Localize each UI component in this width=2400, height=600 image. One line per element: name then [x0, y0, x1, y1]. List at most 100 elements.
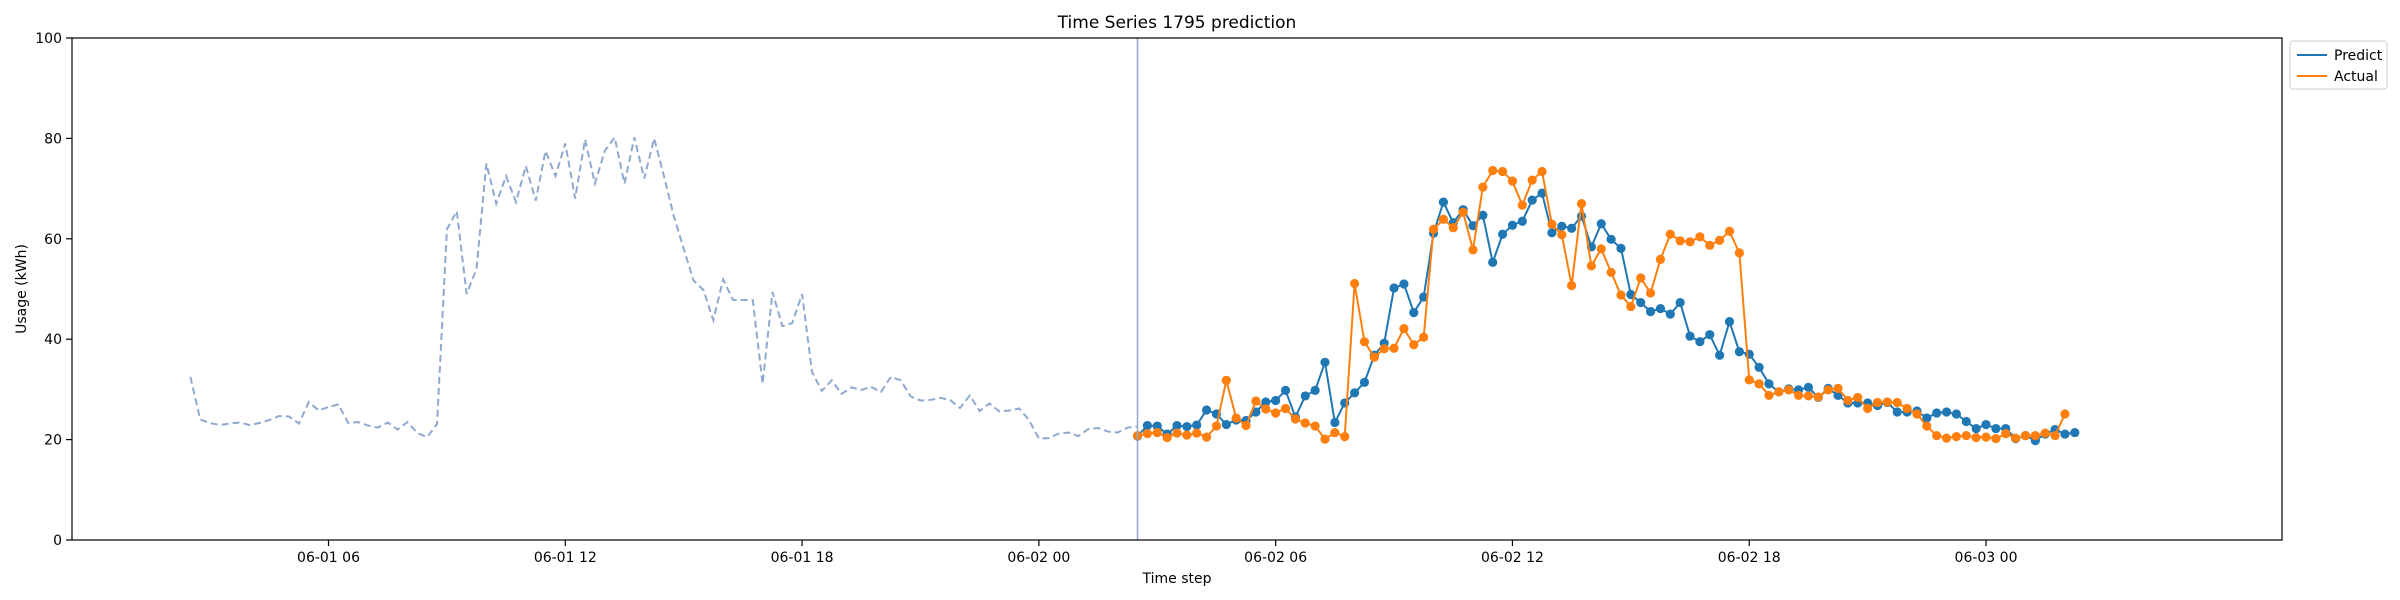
predict-point [1359, 377, 1370, 387]
predict-point [1626, 289, 1636, 300]
predict-point [1665, 309, 1675, 319]
predict-point [1557, 221, 1567, 231]
actual-point [1606, 267, 1616, 278]
predict-point [1655, 303, 1666, 314]
actual-point [1478, 182, 1488, 192]
actual-point [1428, 224, 1439, 234]
actual-point [2001, 428, 2011, 439]
actual-point [1448, 223, 1458, 233]
actual-point [1922, 421, 1932, 431]
x-axis-label: Time step [1142, 571, 1212, 587]
x-tick-label: 06-01 06 [297, 550, 360, 566]
x-tick-label: 06-01 18 [771, 550, 834, 566]
actual-point [1389, 343, 1399, 353]
actual-point [1961, 430, 1971, 441]
actual-point [1843, 395, 1853, 406]
predict-point [1142, 420, 1152, 431]
y-tick-label: 0 [53, 533, 62, 549]
history-layer [189, 135, 1138, 440]
chart-title: Time Series 1795 prediction [1057, 13, 1297, 33]
actual-point [1586, 261, 1596, 271]
actual-point [1419, 332, 1429, 342]
actual-point [1211, 421, 1222, 431]
predict-point [1517, 216, 1527, 226]
predict-point [1892, 407, 1902, 417]
actual-point [1280, 403, 1291, 414]
actual-point [1527, 175, 1537, 185]
predict-point [1251, 407, 1261, 417]
actual-point [1261, 404, 1271, 414]
x-tick-label: 06-02 06 [1244, 550, 1307, 566]
predict-point [1419, 292, 1429, 302]
actual-point [1458, 207, 1468, 217]
predict-point [1833, 390, 1843, 401]
predict-point [1221, 419, 1231, 430]
actual-point [1991, 434, 2001, 444]
actual-point [1932, 430, 1942, 441]
predict-point [1488, 257, 1498, 267]
predict-point [1724, 317, 1735, 327]
actual-point [1912, 409, 1922, 419]
actual-point [1517, 200, 1527, 210]
predict-point [1636, 297, 1646, 308]
actual-point [1497, 166, 1508, 177]
actual-point [1359, 337, 1370, 347]
actual-point [1596, 244, 1606, 254]
predict-point [1645, 306, 1656, 317]
predict-point [1764, 379, 1774, 389]
actual-point [1636, 273, 1646, 283]
predict-point [1922, 413, 1932, 423]
actual-point [1941, 433, 1952, 443]
actual-point [2011, 433, 2021, 443]
predict-point [1182, 421, 1192, 432]
predict-point [1152, 421, 1162, 431]
y-tick-label: 80 [44, 131, 62, 147]
actual-point [1695, 232, 1705, 242]
actual-point [1902, 403, 1912, 414]
actual-point [1823, 385, 1833, 395]
predict-point [1271, 395, 1281, 406]
predict-point [1932, 408, 1942, 418]
predict-point [1507, 220, 1518, 230]
predict-point [1468, 221, 1478, 231]
actual-point [1626, 301, 1636, 312]
actual-point [1882, 397, 1892, 407]
predict-point [1389, 283, 1399, 293]
actual-point [1409, 340, 1419, 350]
actual-point [1172, 428, 1182, 438]
actual-point [1241, 420, 1251, 431]
predict-point [1606, 234, 1616, 244]
predict-point [1596, 219, 1606, 229]
predict-point [1971, 423, 1981, 434]
actual-point [1488, 165, 1498, 176]
predict-point [1803, 382, 1814, 392]
actual-point [1349, 278, 1360, 289]
actual-point [1715, 235, 1725, 245]
actual-point [1182, 430, 1192, 440]
predict-point [1547, 228, 1557, 238]
actual-point [1655, 254, 1666, 264]
actual-point [1951, 431, 1962, 442]
actual-point [1665, 229, 1675, 239]
predict-point [1192, 420, 1202, 430]
predict-point [1981, 419, 1991, 430]
predict-point [1202, 405, 1212, 415]
predict-point [1478, 210, 1488, 220]
actual-point [1793, 390, 1804, 401]
actual-point [1744, 375, 1754, 385]
predict-point [1695, 337, 1705, 347]
actual-point [1251, 396, 1261, 406]
predict-point [1527, 195, 1537, 205]
actual-series [1132, 165, 2070, 444]
actual-point [1310, 421, 1320, 431]
actual-point [1675, 236, 1685, 246]
actual-point [2040, 428, 2050, 438]
actual-point [1853, 392, 1863, 403]
actual-point [1724, 226, 1735, 236]
x-tick-label: 06-01 12 [534, 550, 597, 566]
predict-point [1951, 409, 1962, 419]
actual-point [1971, 432, 1981, 443]
predict-point [1280, 385, 1291, 395]
